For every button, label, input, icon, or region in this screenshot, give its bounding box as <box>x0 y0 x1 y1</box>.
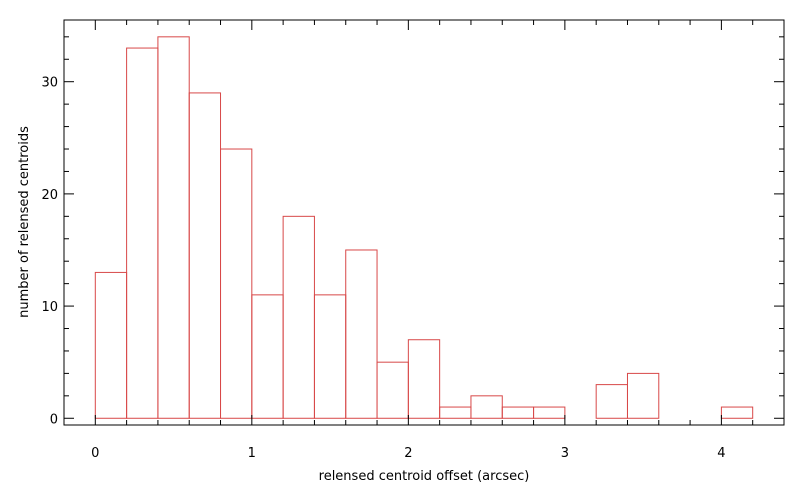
histogram-bars <box>94 36 754 419</box>
histogram-bar-0 <box>94 271 128 419</box>
histogram-bar-10 <box>407 339 441 419</box>
x-tick-label: 3 <box>561 446 569 461</box>
histogram-bar-5 <box>251 294 284 419</box>
histogram-bar-16 <box>595 384 628 419</box>
histogram-bar-6 <box>282 215 315 419</box>
x-tick-label: 2 <box>404 446 412 461</box>
y-tick-label: 0 <box>50 412 58 427</box>
histogram-bar-12 <box>470 395 503 419</box>
histogram-bar-4 <box>220 148 253 419</box>
histogram-bar-17 <box>626 372 660 419</box>
histogram-bar-20 <box>720 406 754 419</box>
y-tick-label: 20 <box>41 188 58 203</box>
axis-tick-labels: 0 1 2 3 4 0 10 20 30 <box>41 76 725 461</box>
histogram-bar-1 <box>126 47 159 419</box>
x-tick-label: 4 <box>717 446 725 461</box>
plot-frame <box>63 19 785 426</box>
y-tick-label: 10 <box>41 300 58 315</box>
histogram-bar-14 <box>533 406 566 419</box>
histogram-bar-8 <box>345 249 378 419</box>
y-axis-label: number of relensed centroids <box>17 126 32 318</box>
x-tick-label: 1 <box>248 446 256 461</box>
x-tick-label: 0 <box>91 446 99 461</box>
histogram-bar-3 <box>188 92 222 419</box>
x-axis-label: relensed centroid offset (arcsec) <box>319 469 530 484</box>
histogram-bar-11 <box>439 406 472 419</box>
histogram-bar-2 <box>157 36 190 419</box>
axis-ticks <box>63 20 784 425</box>
histogram-bar-13 <box>501 406 535 419</box>
y-tick-label: 30 <box>41 76 58 91</box>
histogram-bar-9 <box>376 361 409 419</box>
histogram-bar-7 <box>313 294 347 419</box>
